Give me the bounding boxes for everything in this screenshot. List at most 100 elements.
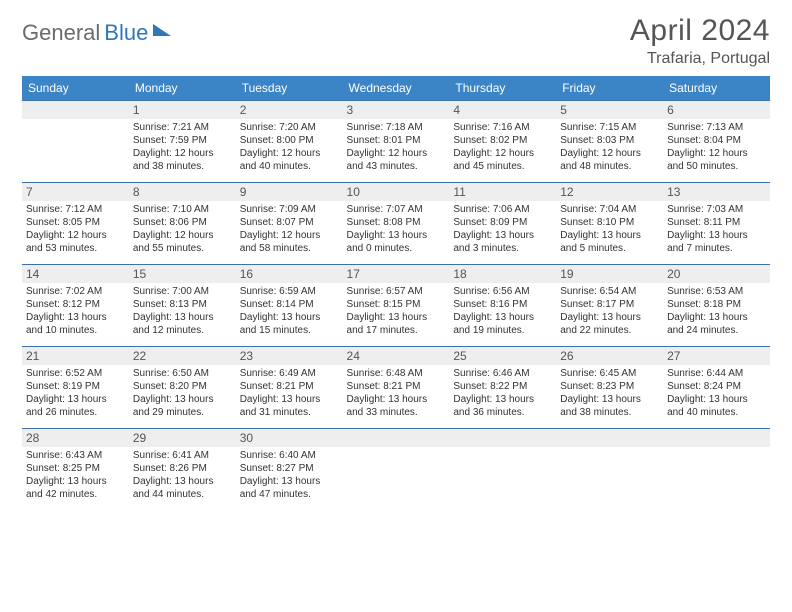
- weekday-header: Friday: [556, 76, 663, 100]
- calendar-cell: 26Sunrise: 6:45 AMSunset: 8:23 PMDayligh…: [556, 346, 663, 428]
- calendar-cell: [22, 100, 129, 182]
- day-info: Sunrise: 7:07 AMSunset: 8:08 PMDaylight:…: [343, 201, 450, 255]
- calendar-cell: 18Sunrise: 6:56 AMSunset: 8:16 PMDayligh…: [449, 264, 556, 346]
- calendar-cell: 16Sunrise: 6:59 AMSunset: 8:14 PMDayligh…: [236, 264, 343, 346]
- day-number: 1: [129, 100, 236, 119]
- calendar-cell: 28Sunrise: 6:43 AMSunset: 8:25 PMDayligh…: [22, 428, 129, 510]
- calendar-cell: 9Sunrise: 7:09 AMSunset: 8:07 PMDaylight…: [236, 182, 343, 264]
- day-number: 2: [236, 100, 343, 119]
- day-info: Sunrise: 6:48 AMSunset: 8:21 PMDaylight:…: [343, 365, 450, 419]
- day-number: 24: [343, 346, 450, 365]
- day-number: 25: [449, 346, 556, 365]
- month-title: April 2024: [630, 14, 770, 48]
- logo: GeneralBlue: [22, 20, 171, 46]
- calendar-cell: 21Sunrise: 6:52 AMSunset: 8:19 PMDayligh…: [22, 346, 129, 428]
- day-info: Sunrise: 7:12 AMSunset: 8:05 PMDaylight:…: [22, 201, 129, 255]
- day-info: Sunrise: 7:09 AMSunset: 8:07 PMDaylight:…: [236, 201, 343, 255]
- day-number: 8: [129, 182, 236, 201]
- calendar-cell: 17Sunrise: 6:57 AMSunset: 8:15 PMDayligh…: [343, 264, 450, 346]
- day-number: 10: [343, 182, 450, 201]
- day-info: Sunrise: 6:56 AMSunset: 8:16 PMDaylight:…: [449, 283, 556, 337]
- day-number: 20: [663, 264, 770, 283]
- day-info: Sunrise: 6:59 AMSunset: 8:14 PMDaylight:…: [236, 283, 343, 337]
- weekday-header: Thursday: [449, 76, 556, 100]
- day-number: 18: [449, 264, 556, 283]
- day-info: Sunrise: 7:21 AMSunset: 7:59 PMDaylight:…: [129, 119, 236, 173]
- day-number: 9: [236, 182, 343, 201]
- day-number: 3: [343, 100, 450, 119]
- day-number: 27: [663, 346, 770, 365]
- day-info: Sunrise: 6:49 AMSunset: 8:21 PMDaylight:…: [236, 365, 343, 419]
- day-number: 23: [236, 346, 343, 365]
- calendar-cell: 23Sunrise: 6:49 AMSunset: 8:21 PMDayligh…: [236, 346, 343, 428]
- location-label: Trafaria, Portugal: [630, 50, 770, 68]
- day-info: Sunrise: 6:50 AMSunset: 8:20 PMDaylight:…: [129, 365, 236, 419]
- calendar-cell: 22Sunrise: 6:50 AMSunset: 8:20 PMDayligh…: [129, 346, 236, 428]
- day-number: 13: [663, 182, 770, 201]
- day-number: 5: [556, 100, 663, 119]
- weekday-header: Monday: [129, 76, 236, 100]
- day-number: 22: [129, 346, 236, 365]
- day-info: Sunrise: 7:20 AMSunset: 8:00 PMDaylight:…: [236, 119, 343, 173]
- day-info: Sunrise: 6:40 AMSunset: 8:27 PMDaylight:…: [236, 447, 343, 501]
- calendar-cell: 24Sunrise: 6:48 AMSunset: 8:21 PMDayligh…: [343, 346, 450, 428]
- logo-text-blue: Blue: [104, 20, 148, 46]
- calendar-cell: [663, 428, 770, 510]
- calendar-cell: 20Sunrise: 6:53 AMSunset: 8:18 PMDayligh…: [663, 264, 770, 346]
- day-info: Sunrise: 7:04 AMSunset: 8:10 PMDaylight:…: [556, 201, 663, 255]
- day-info: Sunrise: 7:18 AMSunset: 8:01 PMDaylight:…: [343, 119, 450, 173]
- calendar-cell: 30Sunrise: 6:40 AMSunset: 8:27 PMDayligh…: [236, 428, 343, 510]
- day-number: 4: [449, 100, 556, 119]
- day-info: Sunrise: 7:06 AMSunset: 8:09 PMDaylight:…: [449, 201, 556, 255]
- weekday-header: Sunday: [22, 76, 129, 100]
- day-number: 28: [22, 428, 129, 447]
- day-info: Sunrise: 7:15 AMSunset: 8:03 PMDaylight:…: [556, 119, 663, 173]
- day-info: Sunrise: 6:54 AMSunset: 8:17 PMDaylight:…: [556, 283, 663, 337]
- weekday-header: Tuesday: [236, 76, 343, 100]
- calendar-cell: 11Sunrise: 7:06 AMSunset: 8:09 PMDayligh…: [449, 182, 556, 264]
- calendar-cell: 6Sunrise: 7:13 AMSunset: 8:04 PMDaylight…: [663, 100, 770, 182]
- calendar-cell: 12Sunrise: 7:04 AMSunset: 8:10 PMDayligh…: [556, 182, 663, 264]
- day-number: 19: [556, 264, 663, 283]
- calendar-cell: 8Sunrise: 7:10 AMSunset: 8:06 PMDaylight…: [129, 182, 236, 264]
- day-info: Sunrise: 6:57 AMSunset: 8:15 PMDaylight:…: [343, 283, 450, 337]
- day-info: Sunrise: 7:00 AMSunset: 8:13 PMDaylight:…: [129, 283, 236, 337]
- calendar-cell: 2Sunrise: 7:20 AMSunset: 8:00 PMDaylight…: [236, 100, 343, 182]
- weekday-header: Saturday: [663, 76, 770, 100]
- calendar-cell: [556, 428, 663, 510]
- day-info: Sunrise: 6:45 AMSunset: 8:23 PMDaylight:…: [556, 365, 663, 419]
- logo-triangle-icon: [153, 24, 171, 36]
- calendar-table: SundayMondayTuesdayWednesdayThursdayFrid…: [22, 76, 770, 510]
- calendar-cell: 25Sunrise: 6:46 AMSunset: 8:22 PMDayligh…: [449, 346, 556, 428]
- calendar-cell: 14Sunrise: 7:02 AMSunset: 8:12 PMDayligh…: [22, 264, 129, 346]
- day-info: Sunrise: 6:41 AMSunset: 8:26 PMDaylight:…: [129, 447, 236, 501]
- day-info: Sunrise: 6:43 AMSunset: 8:25 PMDaylight:…: [22, 447, 129, 501]
- calendar-cell: 27Sunrise: 6:44 AMSunset: 8:24 PMDayligh…: [663, 346, 770, 428]
- logo-text-general: General: [22, 20, 100, 46]
- calendar-cell: 5Sunrise: 7:15 AMSunset: 8:03 PMDaylight…: [556, 100, 663, 182]
- day-info: Sunrise: 7:16 AMSunset: 8:02 PMDaylight:…: [449, 119, 556, 173]
- day-number: 11: [449, 182, 556, 201]
- header: GeneralBlue April 2024 Trafaria, Portuga…: [22, 14, 770, 68]
- day-number: 16: [236, 264, 343, 283]
- day-number: 29: [129, 428, 236, 447]
- day-number: 21: [22, 346, 129, 365]
- calendar-cell: 7Sunrise: 7:12 AMSunset: 8:05 PMDaylight…: [22, 182, 129, 264]
- day-info: Sunrise: 6:46 AMSunset: 8:22 PMDaylight:…: [449, 365, 556, 419]
- title-block: April 2024 Trafaria, Portugal: [630, 14, 770, 68]
- calendar-cell: [343, 428, 450, 510]
- day-info: Sunrise: 6:52 AMSunset: 8:19 PMDaylight:…: [22, 365, 129, 419]
- calendar-cell: 10Sunrise: 7:07 AMSunset: 8:08 PMDayligh…: [343, 182, 450, 264]
- day-number: 7: [22, 182, 129, 201]
- day-info: Sunrise: 7:02 AMSunset: 8:12 PMDaylight:…: [22, 283, 129, 337]
- day-info: Sunrise: 6:44 AMSunset: 8:24 PMDaylight:…: [663, 365, 770, 419]
- calendar-cell: 29Sunrise: 6:41 AMSunset: 8:26 PMDayligh…: [129, 428, 236, 510]
- day-info: Sunrise: 6:53 AMSunset: 8:18 PMDaylight:…: [663, 283, 770, 337]
- calendar-cell: 15Sunrise: 7:00 AMSunset: 8:13 PMDayligh…: [129, 264, 236, 346]
- day-number: 30: [236, 428, 343, 447]
- day-info: Sunrise: 7:13 AMSunset: 8:04 PMDaylight:…: [663, 119, 770, 173]
- weekday-header: Wednesday: [343, 76, 450, 100]
- day-number: 17: [343, 264, 450, 283]
- calendar-cell: 19Sunrise: 6:54 AMSunset: 8:17 PMDayligh…: [556, 264, 663, 346]
- calendar-cell: [449, 428, 556, 510]
